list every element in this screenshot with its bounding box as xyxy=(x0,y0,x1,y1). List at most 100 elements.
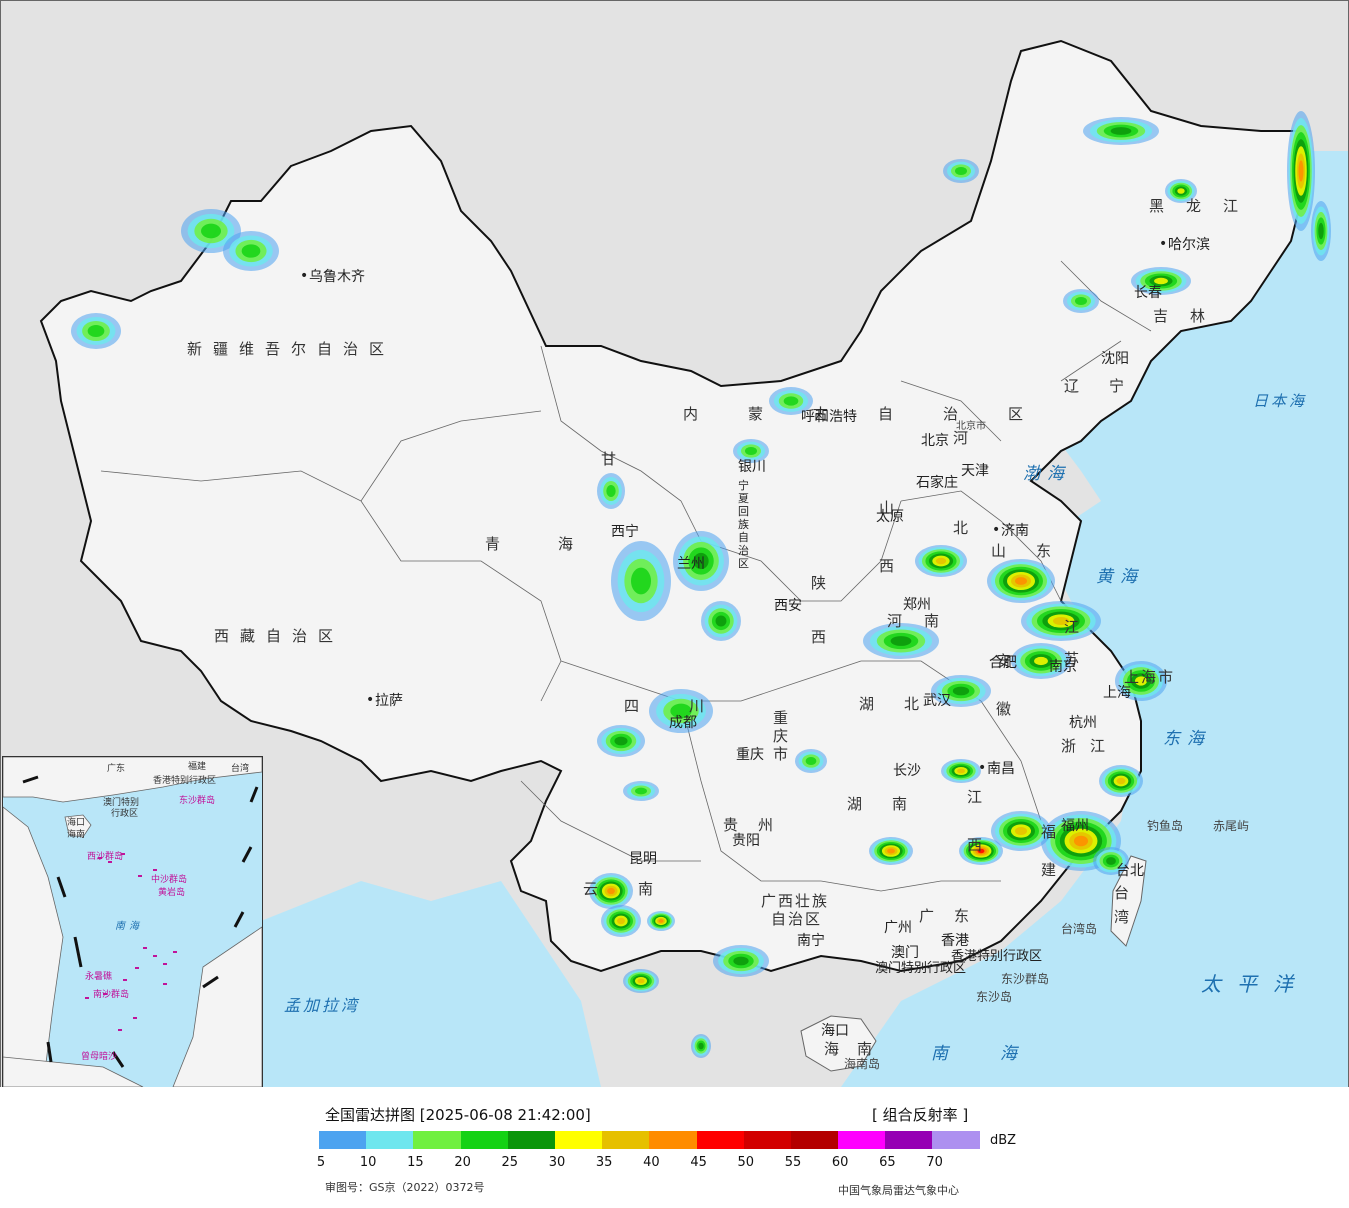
color-scale-tick: 5 xyxy=(316,1155,326,1170)
radar-echo xyxy=(745,447,757,455)
label-qinghai: 青海 xyxy=(485,535,632,553)
radar-echo xyxy=(606,485,616,497)
label-zhejiang: 浙江 xyxy=(1061,737,1120,755)
label-guangxi-line1: 广西壮族 xyxy=(761,892,830,910)
color-scale-tick: 50 xyxy=(737,1155,755,1170)
inset-dongsha: 东沙群岛 xyxy=(179,796,216,806)
south-china-sea-inset: 广东 福建 台湾 香港特别行政区 澳门特别 行政区 东沙群岛 海口 海南 西沙群… xyxy=(2,756,263,1087)
radar-echo xyxy=(783,396,799,406)
province-borders xyxy=(100,260,1152,892)
legend-credit: 中国气象局雷达气象中心 xyxy=(838,1184,959,1197)
radar-echo xyxy=(693,552,709,570)
city-lanzhou: 兰州 xyxy=(677,556,705,572)
radar-echo xyxy=(87,325,105,337)
color-scale-tick: 55 xyxy=(784,1155,802,1170)
city-shijiazhuang: 石家庄 xyxy=(916,475,958,491)
radar-echo xyxy=(890,636,912,646)
radar-echo xyxy=(1034,656,1048,666)
inset-hk: 香港特别行政区 xyxy=(153,776,217,786)
color-scale-segment xyxy=(319,1131,367,1149)
label-macau: 澳门特别行政区 xyxy=(875,961,967,976)
city-hefei: 合肥 xyxy=(989,655,1017,671)
sea-donghai: 东海 xyxy=(1163,729,1211,749)
radar-echo xyxy=(658,919,664,923)
radar-echo xyxy=(805,757,817,765)
label-taiwan: 台湾 xyxy=(1114,884,1130,926)
color-scale-segment xyxy=(790,1131,839,1149)
radar-echoes xyxy=(71,111,1331,1058)
city-chengdu: 成都 xyxy=(669,715,697,731)
color-scale-tick: 30 xyxy=(548,1155,566,1170)
color-scale-tick: 70 xyxy=(926,1155,943,1170)
color-scale-tick: 60 xyxy=(831,1155,849,1170)
label-yunnan: 云南 xyxy=(583,880,694,898)
radar-echo xyxy=(1116,777,1126,785)
label-sichuan: 四川 xyxy=(624,697,755,715)
label-shanxi: 山西 xyxy=(879,499,895,575)
inset-huangyan: 黄岩岛 xyxy=(158,888,186,898)
inset-zhongsha: 中沙群岛 xyxy=(151,875,188,885)
city-changsha: 长沙 xyxy=(893,763,921,779)
sea-pacific: 太平洋 xyxy=(1201,972,1309,996)
radar-echo xyxy=(1318,222,1324,240)
color-scale-segment xyxy=(602,1131,650,1149)
color-scale-tick: 10 xyxy=(359,1155,377,1170)
city-wuhan: 武汉 xyxy=(923,693,951,709)
color-scale-segment xyxy=(932,1131,980,1149)
inset-fujian: 福建 xyxy=(188,762,207,772)
legend-title: 全国雷达拼图 [2025-06-08 21:42:00] xyxy=(325,1106,591,1124)
taiwan-island xyxy=(1110,855,1147,947)
radar-echo xyxy=(935,557,947,565)
radar-echo xyxy=(1110,127,1132,135)
label-hebei: 河北 xyxy=(953,429,969,537)
radar-echo xyxy=(698,1042,704,1050)
city-taiyuan: 太原 xyxy=(876,509,904,525)
label-guangxi-line2: 自治区 xyxy=(771,910,823,928)
radar-echo xyxy=(955,167,967,175)
radar-echo xyxy=(670,703,692,719)
radar-echo xyxy=(617,917,625,925)
island-diaoyu: 钓鱼岛 xyxy=(1147,819,1184,833)
city-harbin: 哈尔滨 xyxy=(1159,236,1210,253)
color-scale-tick: 20 xyxy=(454,1155,471,1170)
city-zhengzhou: 郑州 xyxy=(903,597,931,613)
label-henan: 河南 xyxy=(887,612,962,630)
label-hk: 香港特别行政区 xyxy=(951,949,1043,964)
label-liaoning: 辽宁 xyxy=(1064,377,1155,395)
legend-unit: dBZ xyxy=(990,1133,1017,1148)
label-fujian: 福建 xyxy=(1041,823,1057,879)
city-yinchuan: 银川 xyxy=(738,459,766,475)
color-scale-tick: 15 xyxy=(407,1155,424,1170)
inset-guangdong: 广东 xyxy=(107,764,126,774)
label-anhui: 安徽 xyxy=(996,652,1012,718)
sea-nanhai: 南海 xyxy=(931,1044,1069,1064)
city-beijing-city: 北京市 xyxy=(956,421,986,432)
city-guiyang: 贵阳 xyxy=(732,833,760,849)
inset-map xyxy=(3,757,262,1087)
island-dongsha-qundao: 东沙群岛 xyxy=(1001,972,1050,986)
label-shandong: 山东 xyxy=(991,542,1082,560)
inset-hainan: 海南 xyxy=(67,830,86,840)
city-taipei: 台北 xyxy=(1116,863,1144,879)
color-scale-ticks: 5 10 15 20 25 30 35 40 45 50 55 60 65 70 xyxy=(0,1155,1349,1173)
color-scale-segment xyxy=(743,1131,791,1149)
inset-zengmu: 曾母暗沙 xyxy=(81,1052,118,1062)
island-hainan: 海南岛 xyxy=(844,1057,881,1071)
label-chongqing: 重庆市 xyxy=(773,709,789,763)
island-dongsha-dao: 东沙岛 xyxy=(976,990,1013,1004)
city-jinan: 济南 xyxy=(992,522,1029,539)
sea-huanghai: 黄海 xyxy=(1096,567,1144,587)
radar-echo xyxy=(635,787,647,795)
city-haikou: 海口 xyxy=(821,1023,849,1039)
label-hunan: 湖南 xyxy=(847,795,938,813)
label-hubei: 湖北 xyxy=(859,695,950,713)
sea-bengal: 孟加拉湾 xyxy=(284,996,361,1015)
radar-echo xyxy=(957,768,965,774)
label-jilin: 吉林 xyxy=(1153,307,1228,325)
city-nanjing: 南京 xyxy=(1049,659,1077,675)
radar-echo xyxy=(1075,297,1087,305)
label-neimenggu: 内蒙古自治区 xyxy=(683,405,1074,423)
radar-echo xyxy=(1177,188,1185,194)
color-scale-tick: 25 xyxy=(501,1155,519,1170)
inset-xisha: 西沙群岛 xyxy=(87,852,124,862)
